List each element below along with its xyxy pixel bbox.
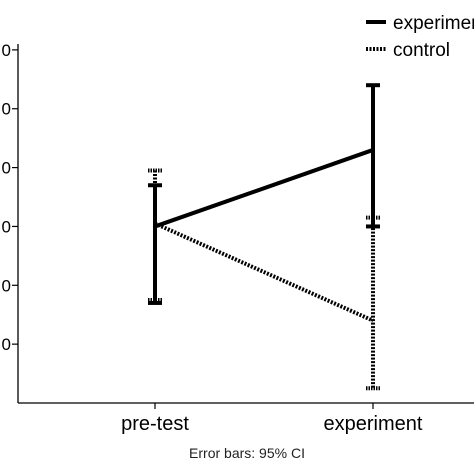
series-experiment bbox=[148, 83, 380, 305]
y-tick-label: 0 bbox=[2, 276, 11, 295]
legend-label: control bbox=[393, 40, 450, 61]
legend-label: experiment bbox=[393, 13, 474, 34]
y-axis-ticks: 0 0 0 0 0 0 bbox=[2, 41, 18, 354]
series-control bbox=[148, 168, 380, 391]
series-line bbox=[154, 148, 374, 229]
error-bar-note: Error bars: 95% CI bbox=[189, 445, 305, 461]
y-tick-label: 0 bbox=[2, 41, 11, 60]
y-tick-label: 0 bbox=[2, 159, 11, 178]
series-layer bbox=[148, 83, 380, 391]
x-tick-label: pre-test bbox=[121, 413, 189, 435]
chart-axes bbox=[17, 44, 474, 404]
y-tick-label: 0 bbox=[2, 335, 11, 354]
series-line bbox=[154, 221, 374, 323]
y-tick-label: 0 bbox=[2, 217, 11, 236]
y-tick-label: 0 bbox=[2, 100, 11, 119]
x-tick-label: experiment bbox=[324, 413, 423, 435]
x-axis-ticks: pre-test experiment bbox=[121, 403, 423, 435]
chart-legend: experiment control bbox=[366, 13, 474, 61]
